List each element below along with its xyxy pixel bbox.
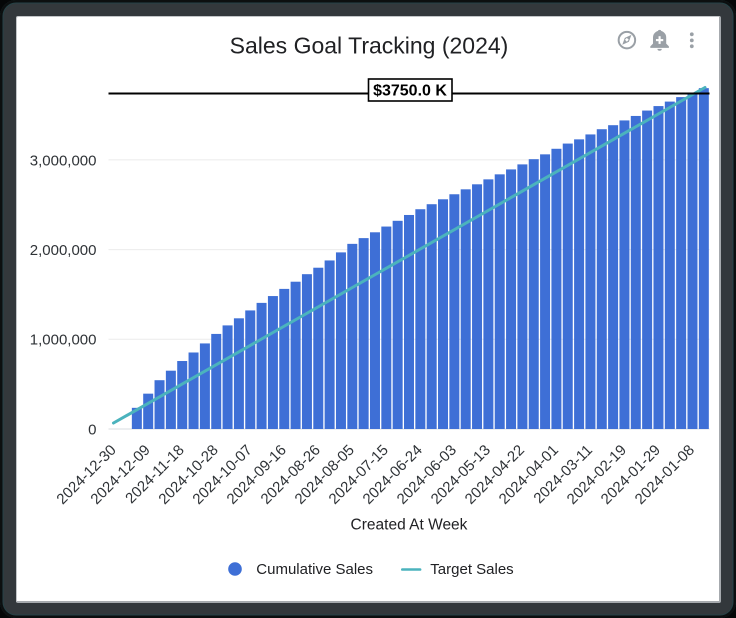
svg-text:Sales Goal Tracking (2024): Sales Goal Tracking (2024): [230, 33, 509, 59]
svg-text:Cumulative Sales: Cumulative Sales: [256, 561, 373, 578]
svg-text:Target Sales: Target Sales: [430, 561, 513, 578]
svg-text:Created At Week: Created At Week: [351, 517, 468, 534]
svg-text:1,000,000: 1,000,000: [30, 332, 97, 349]
svg-text:3,000,000: 3,000,000: [30, 152, 97, 169]
svg-text:2,000,000: 2,000,000: [30, 242, 97, 259]
svg-text:$3750.0 K: $3750.0 K: [373, 83, 447, 100]
svg-text:0: 0: [88, 421, 96, 438]
